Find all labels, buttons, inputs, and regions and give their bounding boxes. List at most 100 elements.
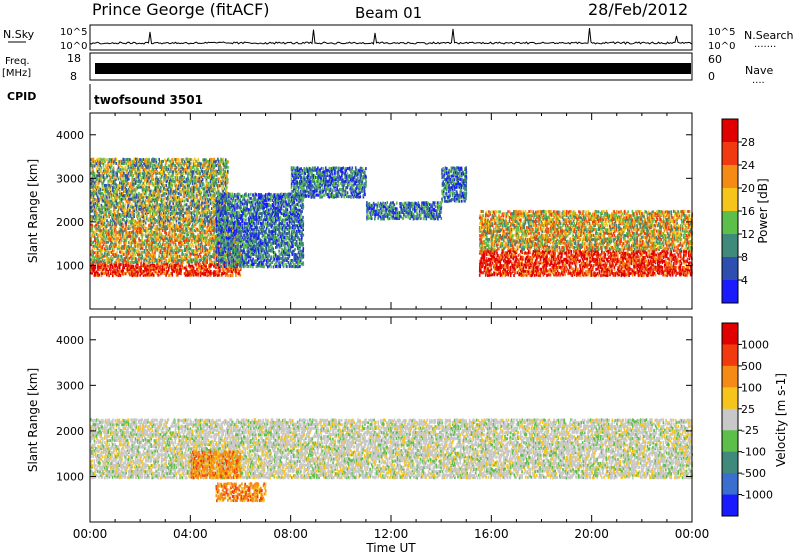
range-time-cell [189,252,191,255]
range-time-cell [192,239,194,242]
range-time-cell [207,268,209,271]
range-time-cell [94,251,96,254]
range-time-cell [136,270,138,273]
range-time-cell [106,245,108,248]
nsearch-label: N.Search [744,29,794,42]
range-time-cell [189,243,191,246]
range-time-cell [97,251,99,254]
range-time-cell [104,247,106,250]
range-time-cell [162,251,164,254]
range-time-cell [187,270,189,273]
freq-tick-bottom: 8 [70,70,77,83]
range-time-cell [227,274,229,277]
nave-tick-bottom: 0 [708,70,715,83]
range-time-cell [218,274,220,277]
nsky-tick-top: 10^5 [60,27,87,38]
nave-dotted-key: ···· [752,78,765,89]
range-time-cell [166,259,168,262]
nsearch-dotted-key: ······· [754,42,776,53]
range-time-cell [97,237,99,240]
range-time-cell [192,249,194,252]
range-time-cell [156,259,158,262]
nsky-trace [90,28,692,44]
range-time-cell [165,232,167,235]
nsky-tick-bottom: 10^0 [60,41,87,52]
range-time-cell [97,272,99,275]
range-time-cell [197,270,199,273]
range-time-cell [171,247,173,250]
range-time-cell [153,236,155,239]
range-time-cell [240,274,242,277]
range-time-cell [129,227,131,230]
range-time-cell [128,231,130,234]
range-time-cell [95,266,97,269]
range-time-cell [160,243,162,246]
range-time-cell [148,224,150,227]
range-time-cell [188,255,190,258]
range-time-cell [143,234,145,237]
range-time-cell [120,263,122,266]
range-time-cell [172,225,174,228]
range-time-cell [91,224,93,227]
range-time-cell [131,251,133,254]
range-time-cell [122,261,124,264]
range-time-cell [181,249,183,252]
range-time-cell [186,257,188,260]
range-time-cell [157,274,159,277]
range-time-cell [108,253,110,256]
range-time-cell [202,225,204,228]
range-time-cell [90,237,92,240]
range-time-cell [106,241,108,244]
range-time-cell [121,237,123,240]
range-time-cell [116,251,118,254]
range-time-cell [136,258,138,261]
range-time-cell [157,243,159,246]
range-time-cell [193,266,195,269]
range-time-cell [144,225,146,228]
nsearch-tick-top: 10^5 [708,27,735,38]
range-time-cell [156,225,158,228]
range-time-cell [171,237,173,240]
range-time-cell [119,258,121,261]
range-time-cell [180,272,182,275]
nsearch-tick-bottom: 10^0 [708,41,735,52]
station-title: Prince George (fitACF) [92,0,270,19]
range-time-cell [202,245,204,248]
range-time-cell [179,265,181,268]
nsky-strip-frame [90,25,692,50]
range-time-cell [179,255,181,258]
range-time-cell [129,272,131,275]
range-time-cell [121,255,123,258]
range-time-cell [145,227,147,230]
range-time-cell [141,270,143,273]
range-time-cell [201,270,203,273]
range-time-cell [163,266,165,269]
range-time-cell [107,265,109,268]
range-time-cell [118,254,120,257]
range-time-cell [142,239,144,242]
range-time-cell [94,256,96,259]
range-time-cell [102,253,104,256]
range-time-cell [92,250,94,253]
range-time-cell [159,228,161,231]
range-time-cell [139,243,141,246]
range-time-cell [100,260,102,263]
range-time-cell [172,255,174,258]
range-time-cell [113,247,115,250]
nsky-label: N.Sky [3,28,35,41]
range-time-cell [140,265,142,268]
cpid-value: twofsound 3501 [94,93,203,107]
range-time-cell [174,224,176,227]
range-time-cell [206,261,208,264]
range-time-cell [186,265,188,268]
beam-title: Beam 01 [355,4,422,22]
range-time-cell [193,245,195,248]
power-panel-cells [90,158,693,278]
range-time-cell [176,233,178,236]
freq-label: Freq. [5,56,30,67]
range-time-cell [106,268,108,271]
date-title: 28/Feb/2012 [588,0,688,19]
range-time-cell [193,233,195,236]
range-time-cell [119,245,121,248]
range-time-cell [120,274,122,277]
